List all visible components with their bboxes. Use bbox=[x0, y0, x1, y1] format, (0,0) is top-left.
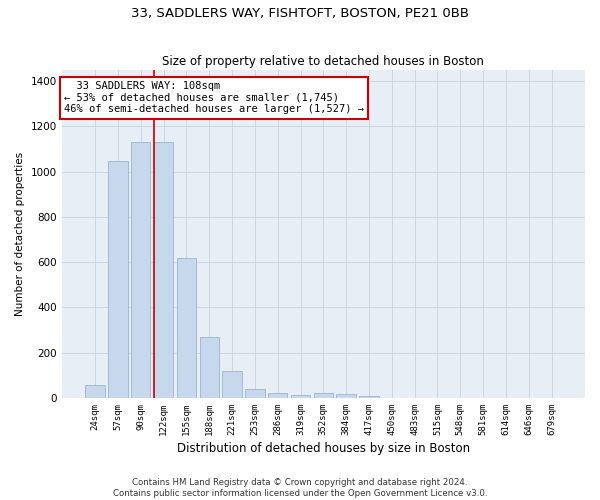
Bar bbox=[154, 142, 173, 398]
Bar bbox=[131, 142, 151, 398]
Y-axis label: Number of detached properties: Number of detached properties bbox=[15, 152, 25, 316]
Bar bbox=[268, 394, 287, 398]
Bar bbox=[245, 390, 265, 398]
Bar bbox=[291, 394, 310, 398]
Text: Contains HM Land Registry data © Crown copyright and database right 2024.
Contai: Contains HM Land Registry data © Crown c… bbox=[113, 478, 487, 498]
Text: 33, SADDLERS WAY, FISHTOFT, BOSTON, PE21 0BB: 33, SADDLERS WAY, FISHTOFT, BOSTON, PE21… bbox=[131, 8, 469, 20]
Bar bbox=[85, 386, 105, 398]
Bar bbox=[314, 394, 333, 398]
Bar bbox=[337, 394, 356, 398]
Bar bbox=[223, 371, 242, 398]
X-axis label: Distribution of detached houses by size in Boston: Distribution of detached houses by size … bbox=[177, 442, 470, 455]
Title: Size of property relative to detached houses in Boston: Size of property relative to detached ho… bbox=[163, 56, 484, 68]
Bar bbox=[177, 258, 196, 398]
Bar bbox=[108, 162, 128, 398]
Bar bbox=[200, 337, 219, 398]
Bar bbox=[359, 396, 379, 398]
Text: 33 SADDLERS WAY: 108sqm
← 53% of detached houses are smaller (1,745)
46% of semi: 33 SADDLERS WAY: 108sqm ← 53% of detache… bbox=[64, 81, 364, 114]
